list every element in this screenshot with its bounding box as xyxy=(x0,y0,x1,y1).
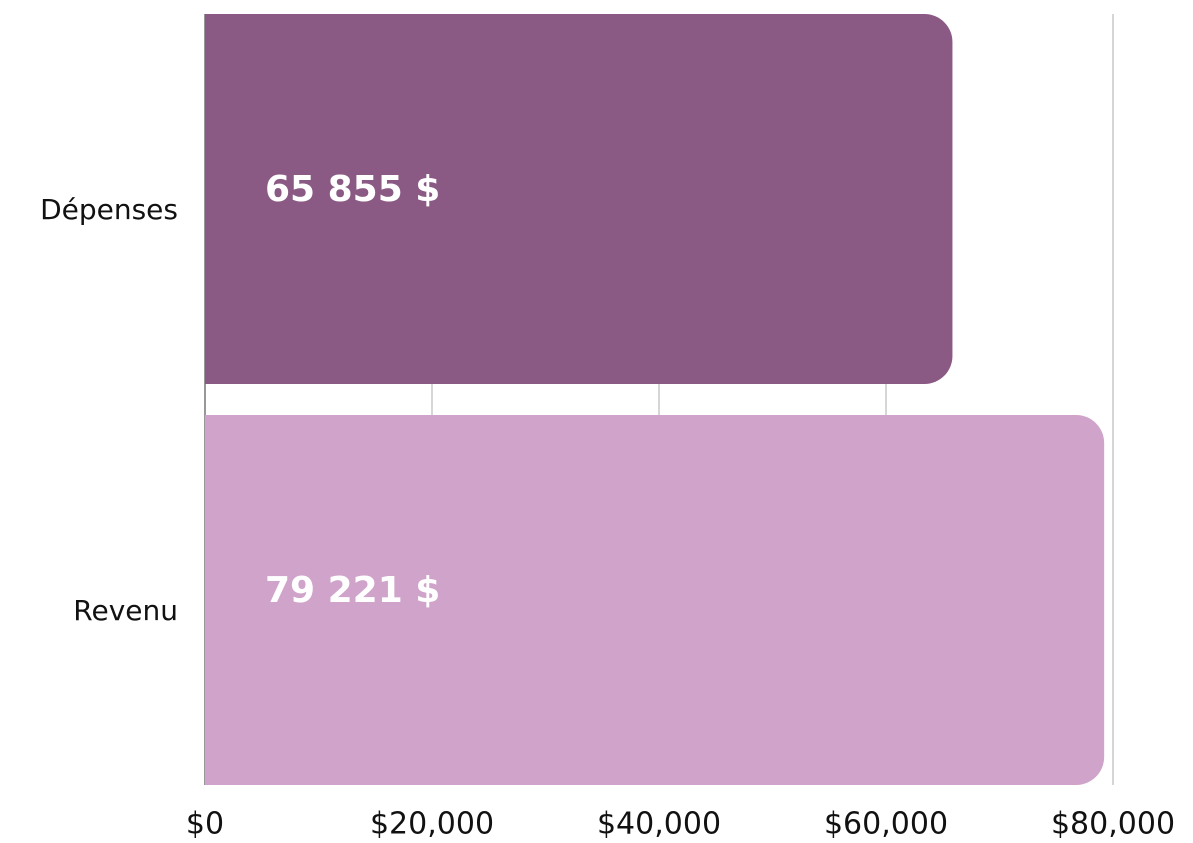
value-label: 65 855 $ xyxy=(265,169,440,210)
bar xyxy=(205,14,953,384)
y-tick-label: Dépenses xyxy=(40,193,178,226)
x-tick-label: $80,000 xyxy=(1051,807,1175,842)
value-label: 79 221 $ xyxy=(265,570,440,611)
x-tick-label: $20,000 xyxy=(370,807,494,842)
x-tick-label: $60,000 xyxy=(824,807,948,842)
y-tick-label: Revenu xyxy=(73,594,178,627)
x-tick-label: $0 xyxy=(186,807,224,842)
bar xyxy=(205,415,1105,785)
x-tick-label: $40,000 xyxy=(597,807,721,842)
